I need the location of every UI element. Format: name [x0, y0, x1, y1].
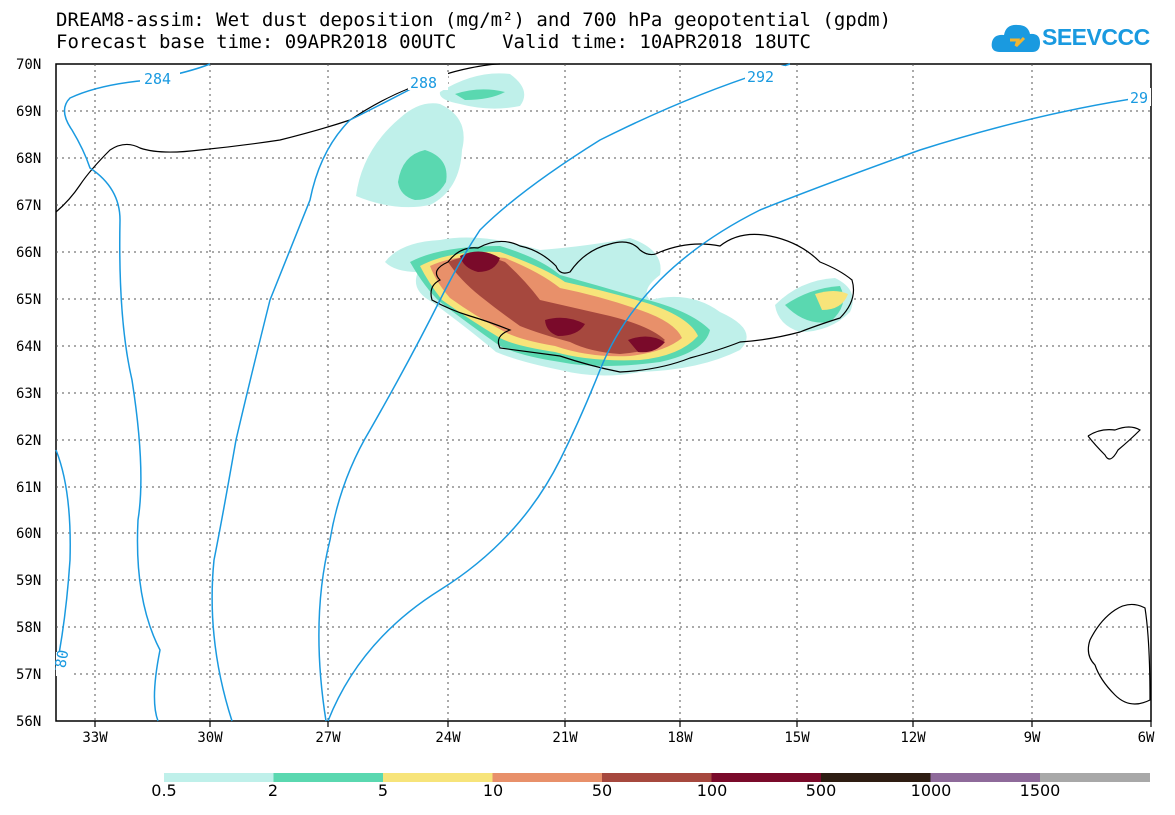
title-line-2: Forecast base time: 09APR2018 00UTC Vali… — [56, 31, 811, 53]
colorbar-swatch — [273, 773, 384, 782]
contour-label-29: 29 — [1130, 89, 1148, 107]
lon-label: 12W — [900, 730, 926, 746]
lat-label: 69N — [16, 104, 41, 120]
lat-label: 63N — [16, 386, 41, 402]
lat-label: 70N — [16, 57, 41, 73]
colorbar-label: 50 — [592, 781, 612, 800]
lat-label: 59N — [16, 573, 41, 589]
colorbar-label: 0.5 — [151, 781, 176, 800]
colorbar-swatch — [383, 773, 493, 782]
lon-label: 18W — [667, 730, 693, 746]
axis-ticks — [94, 721, 1152, 727]
dust-deposition-field — [356, 73, 853, 376]
colorbar-swatch — [821, 773, 931, 782]
colorbar-swatch — [711, 773, 822, 782]
contour-284 — [63, 63, 211, 722]
cloud-icon — [991, 24, 1040, 52]
colorbar-labels: 0.5 2 5 10 50 100 500 1000 1500 — [151, 781, 1060, 800]
lat-label: 67N — [16, 198, 41, 214]
contour-280 — [55, 449, 71, 671]
longitude-labels: 33W 30W 27W 24W 21W 18W 15W 12W 9W 6W — [82, 730, 1155, 746]
lon-label: 33W — [82, 730, 108, 746]
lon-label: 27W — [315, 730, 341, 746]
contour-label-284: 284 — [144, 70, 171, 88]
lat-label: 56N — [16, 714, 41, 730]
geopotential-contours — [55, 63, 1152, 722]
lon-label: 15W — [784, 730, 810, 746]
colorbar-label: 1000 — [911, 781, 952, 800]
lat-label: 62N — [16, 433, 41, 449]
lat-label: 60N — [16, 526, 41, 542]
coastline-iceland — [430, 233, 855, 373]
contour-label-292: 292 — [747, 68, 774, 86]
colorbar-label: 2 — [268, 781, 278, 800]
logo-text: SEEVCCC — [1042, 24, 1150, 50]
lat-label: 66N — [16, 245, 41, 261]
lat-label: 64N — [16, 339, 41, 355]
contour-288b — [318, 63, 791, 722]
lat-label: 68N — [16, 151, 41, 167]
colorbar-swatch — [930, 773, 1041, 782]
contour-label-288: 288 — [410, 74, 437, 92]
colorbar-label: 10 — [483, 781, 503, 800]
colorbar-swatch — [164, 773, 274, 782]
dust-area-far-north-green — [455, 89, 505, 100]
dust-area-main-brown — [448, 256, 665, 354]
coastline-faroe — [1087, 426, 1141, 460]
colorbar-label: 5 — [378, 781, 388, 800]
dust-area-north-green — [398, 150, 447, 200]
colorbar-label: 100 — [697, 781, 728, 800]
seevccc-logo: SEEVCCC — [990, 16, 1150, 60]
lon-label: 24W — [435, 730, 461, 746]
coastline-scotland — [1087, 603, 1151, 705]
colorbar — [164, 773, 1150, 782]
colorbar-label: 1500 — [1020, 781, 1061, 800]
contour-292 — [327, 95, 1152, 722]
lat-label: 65N — [16, 292, 41, 308]
dust-area-main-darkred-2 — [545, 317, 585, 336]
dust-area-east-yellow — [815, 291, 848, 310]
lat-label: 58N — [16, 620, 41, 636]
dust-area-main-darkred-3 — [628, 336, 665, 353]
lat-label: 61N — [16, 480, 41, 496]
dust-area-main-darkred-1 — [460, 251, 500, 272]
colorbar-swatch — [602, 773, 712, 782]
colorbar-swatch — [492, 773, 603, 782]
lon-label: 30W — [197, 730, 223, 746]
latitude-labels: 70N 69N 68N 67N 66N 65N 64N 63N 62N 61N … — [16, 57, 41, 730]
title-line-1: DREAM8-assim: Wet dust deposition (mg/m²… — [56, 9, 892, 31]
lon-label: 21W — [552, 730, 578, 746]
lon-label: 9W — [1024, 730, 1041, 746]
contour-288 — [211, 79, 429, 722]
lon-label: 6W — [1138, 730, 1155, 746]
colorbar-swatch — [1040, 773, 1150, 782]
lat-label: 57N — [16, 667, 41, 683]
contour-label-80: 80 — [51, 648, 72, 669]
colorbar-label: 500 — [806, 781, 837, 800]
